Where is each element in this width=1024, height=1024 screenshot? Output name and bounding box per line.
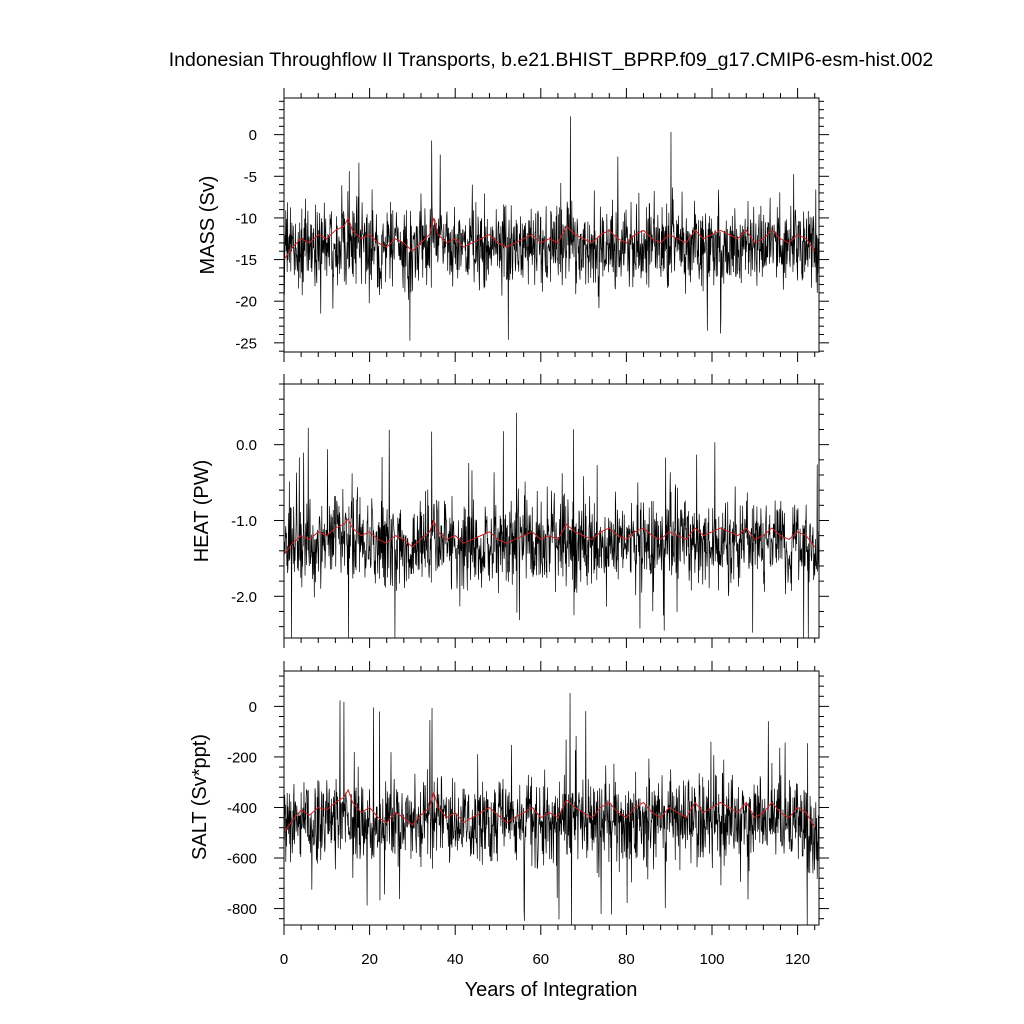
heat-annual-mean-series	[283, 518, 816, 555]
salt-y-tick-label: -600	[227, 851, 257, 868]
salt-y-axis-label: SALT (Sv*ppt)	[189, 734, 211, 860]
x-tick-label: 80	[618, 951, 635, 968]
chart-title: Indonesian Throughflow II Transports, b.…	[169, 49, 934, 71]
heat-y-tick-label: 0.0	[236, 437, 257, 454]
heat-y-tick-label: -1.0	[231, 513, 257, 530]
mass-y-tick-label: -10	[235, 210, 257, 227]
salt-y-tick-label: -800	[227, 901, 257, 918]
mass-monthly-series	[283, 116, 820, 341]
mass-y-tick-label: -15	[235, 252, 257, 269]
x-tick-label: 120	[785, 951, 810, 968]
heat-y-tick-label: -2.0	[231, 589, 257, 606]
mass-panel: MASS (Sv) 0 -5 -10 -15 -20 -25	[197, 88, 829, 362]
salt-monthly-series	[283, 693, 820, 926]
salt-annual-mean-series	[283, 788, 816, 834]
x-tick-label: 40	[447, 951, 464, 968]
salt-y-tick-label: -400	[227, 800, 257, 817]
mass-y-axis-label: MASS (Sv)	[197, 176, 219, 275]
salt-panel: SALT (Sv*ppt) 0 -200 -400 -600 -800	[189, 661, 829, 935]
heat-panel: HEAT (PW) 0.0 -1.0 -2.0	[191, 374, 829, 648]
x-tick-label: 100	[699, 951, 724, 968]
salt-plot-frame	[283, 670, 820, 926]
salt-y-tick-label: 0	[249, 699, 257, 716]
mass-y-tick-label: 0	[249, 127, 257, 144]
mass-y-tick-label: -20	[235, 294, 257, 311]
x-tick-label: 60	[532, 951, 549, 968]
x-tick-label: 20	[361, 951, 378, 968]
mass-annual-mean-series	[283, 216, 816, 260]
heat-y-axis-label: HEAT (PW)	[191, 460, 213, 563]
mass-y-tick-label: -25	[235, 335, 257, 352]
heat-monthly-series	[283, 412, 820, 639]
mass-plot-frame	[283, 97, 820, 353]
salt-y-tick-label: -200	[227, 749, 257, 766]
mass-y-tick-label: -5	[244, 169, 257, 186]
x-axis-ticks: 0 20 40 60 80 100 120	[280, 951, 810, 968]
heat-plot-frame	[283, 383, 820, 639]
x-tick-label: 0	[280, 951, 288, 968]
x-axis-label: Years of Integration	[465, 979, 638, 1001]
